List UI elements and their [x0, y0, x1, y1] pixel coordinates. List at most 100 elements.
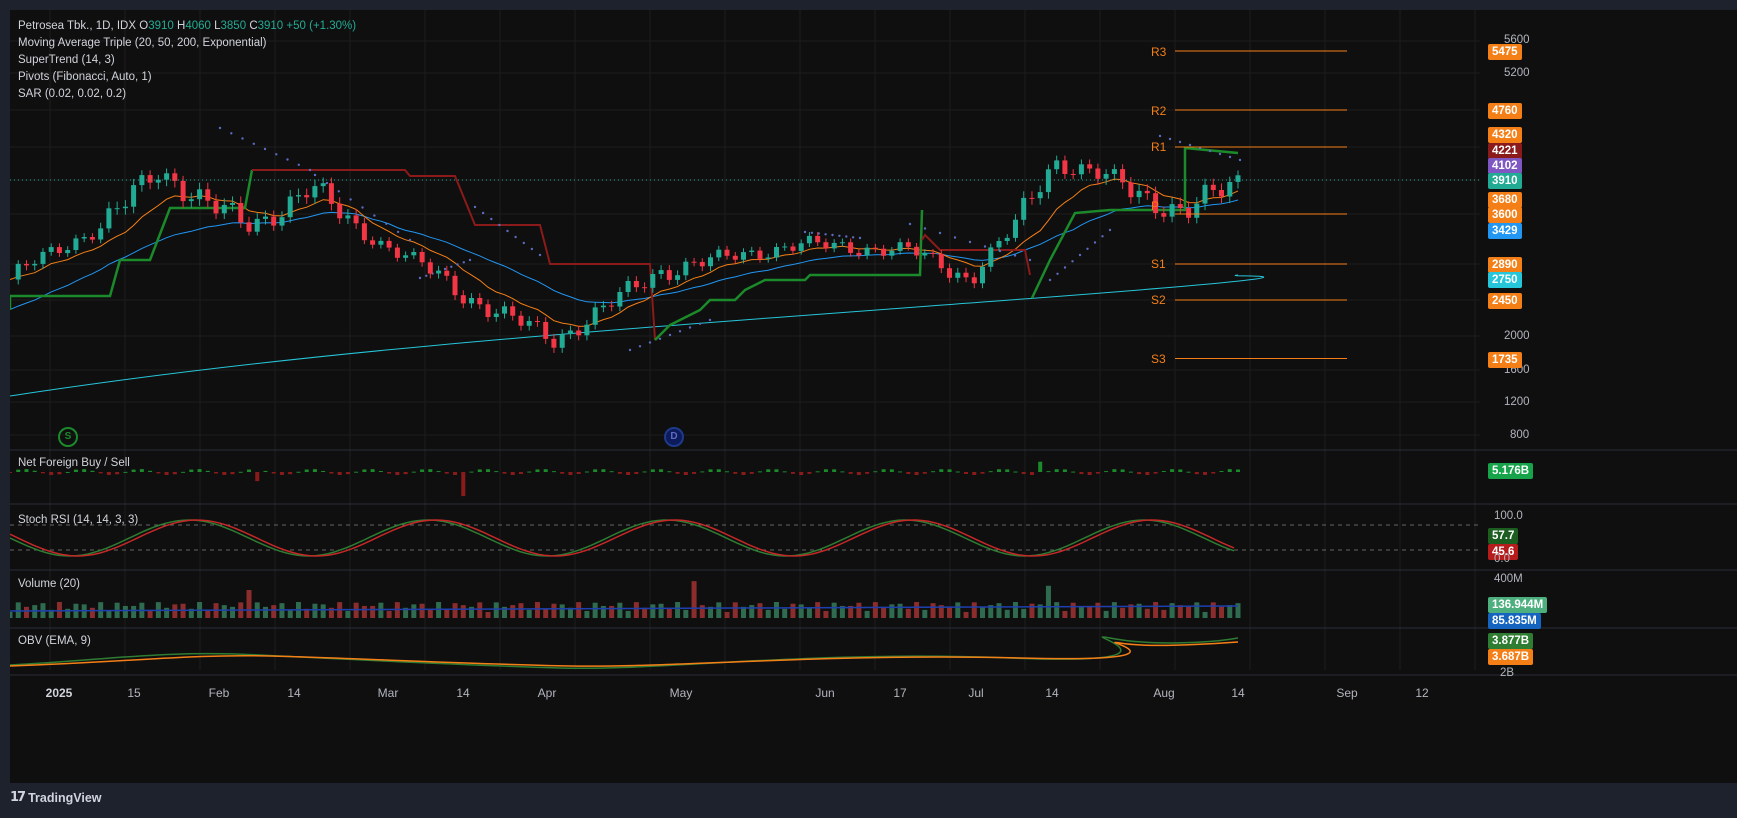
- indicator-pivots[interactable]: Pivots (Fibonacci, Auto, 1): [18, 71, 152, 83]
- volume-bar: [48, 609, 54, 618]
- net-foreign-bar: [494, 471, 499, 473]
- supertrend-buy-marker[interactable]: S: [58, 427, 78, 447]
- net-foreign-bar: [823, 469, 828, 472]
- sar-dot: [1158, 134, 1162, 138]
- candle-body: [584, 324, 590, 336]
- pane-title-stoch-rsi[interactable]: Stoch RSI (14, 14, 3, 3): [18, 514, 139, 526]
- x-axis-label: Jul: [968, 686, 984, 700]
- volume-bar: [839, 605, 845, 618]
- indicator-supertrend[interactable]: SuperTrend (14, 3): [18, 54, 115, 66]
- pane-title-volume[interactable]: Volume (20): [18, 578, 81, 590]
- open-value: 3910: [148, 20, 174, 32]
- sar-dot: [490, 217, 493, 221]
- net-foreign-bar: [1038, 461, 1043, 472]
- pane-title-net-foreign[interactable]: Net Foreign Buy / Sell: [18, 457, 130, 469]
- candle-body: [1103, 174, 1109, 179]
- volume-bar: [1070, 602, 1076, 618]
- net-foreign-bar: [865, 472, 870, 474]
- candle-body: [378, 240, 384, 245]
- candle-body: [559, 334, 565, 348]
- volume-bar: [1078, 605, 1084, 618]
- indicator-ma-triple[interactable]: Moving Average Triple (20, 50, 200, Expo…: [18, 37, 267, 49]
- indicator-sar[interactable]: SAR (0.02, 0.02, 0.2): [18, 88, 127, 100]
- volume-bar: [23, 606, 29, 618]
- volume-bar: [164, 607, 170, 618]
- volume-bar: [1087, 605, 1093, 618]
- sar-dot: [698, 322, 702, 325]
- candle-body: [732, 255, 738, 260]
- x-axis-label: 2025: [45, 686, 73, 700]
- candle-body: [1087, 164, 1093, 169]
- chart-frame[interactable]: Petrosea Tbk., 1D, IDX O3910 H4060 L3850…: [10, 10, 1737, 783]
- price-tag-r2: 4760: [1488, 103, 1522, 119]
- sar-dot: [1228, 155, 1232, 159]
- net-foreign-bar: [881, 469, 886, 472]
- candle-body: [32, 263, 38, 266]
- net-foreign-bar: [931, 471, 936, 473]
- sar-dot: [325, 181, 329, 185]
- candle-body: [765, 257, 771, 259]
- candle-body: [1202, 184, 1208, 204]
- sar-dot: [408, 238, 412, 242]
- pane-title-obv[interactable]: OBV (EMA, 9): [18, 635, 91, 647]
- volume-bar: [757, 603, 763, 618]
- volume-bar: [625, 610, 631, 618]
- high-label: H: [177, 20, 186, 32]
- sar-dot: [1188, 143, 1192, 147]
- volume-bar: [1144, 608, 1150, 618]
- x-axis-label: Aug: [1153, 686, 1175, 700]
- volume-bar: [353, 602, 359, 618]
- chart-legend: Petrosea Tbk., 1D, IDX O3910 H4060 L3850…: [18, 18, 356, 103]
- dividend-marker[interactable]: D: [664, 427, 684, 447]
- volume-bar: [1128, 604, 1134, 618]
- supertrend-up-segment: [1030, 146, 1239, 299]
- candle-body: [81, 237, 87, 239]
- price-tag-pivot: 3600: [1488, 207, 1522, 223]
- candle-body: [139, 175, 145, 186]
- net-foreign-bar: [387, 472, 392, 474]
- net-foreign-bar: [659, 469, 664, 472]
- candle-body: [650, 274, 656, 288]
- high-value: 4060: [185, 20, 211, 32]
- volume-bar: [724, 611, 730, 618]
- volume-bar: [510, 605, 516, 618]
- net-foreign-bar: [296, 471, 301, 473]
- volume-tag: 136.944M: [1488, 597, 1548, 613]
- volume-bar: [831, 602, 837, 618]
- volume-bar: [675, 602, 681, 618]
- candle-body: [279, 217, 285, 226]
- volume-bar: [320, 604, 326, 618]
- net-foreign-bar: [856, 472, 861, 475]
- x-axis-label: Sep: [1336, 686, 1358, 700]
- net-foreign-bar: [1211, 472, 1216, 474]
- net-foreign-bar: [1005, 469, 1010, 472]
- volume-bar: [271, 605, 277, 618]
- net-foreign-bar: [24, 469, 29, 472]
- volume-bar: [304, 608, 310, 618]
- net-foreign-bar: [939, 469, 944, 472]
- net-foreign-bar: [988, 471, 993, 473]
- pivot-label-r3: R3: [1151, 45, 1167, 59]
- candle-body: [73, 238, 79, 250]
- candle-body: [287, 196, 293, 218]
- sar-dot: [218, 126, 222, 130]
- candle-body: [749, 250, 755, 252]
- candle-body: [460, 295, 466, 304]
- net-foreign-bar: [510, 472, 515, 475]
- sar-dot: [337, 190, 340, 193]
- volume-bar: [1062, 610, 1068, 618]
- net-foreign-bar: [1153, 472, 1158, 474]
- sar-dot: [462, 261, 465, 264]
- close-value: 3910: [257, 20, 284, 32]
- volume-bar: [567, 607, 573, 618]
- sar-dot: [506, 229, 509, 233]
- sar-dot: [810, 231, 814, 234]
- symbol-title[interactable]: Petrosea Tbk., 1D, IDX: [18, 20, 137, 32]
- volume-bar: [386, 610, 392, 618]
- chart-canvas[interactable]: [10, 10, 1737, 783]
- footer-brand[interactable]: 17 TradingView: [10, 790, 102, 805]
- net-foreign-bar: [321, 470, 326, 472]
- candle-body: [724, 249, 730, 256]
- volume-bar: [56, 602, 62, 618]
- candle-body: [1021, 197, 1027, 220]
